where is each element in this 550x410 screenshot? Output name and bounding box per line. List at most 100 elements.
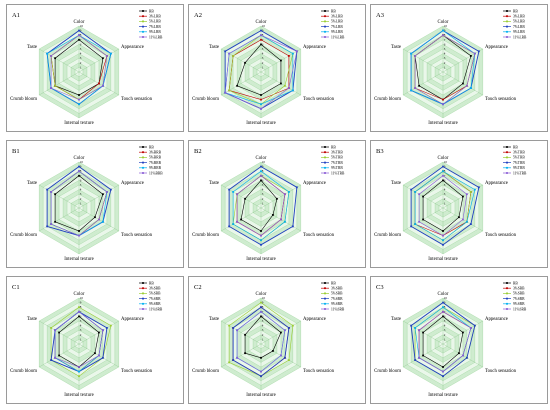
radar-axis-label: Crumb bloom xyxy=(374,233,401,238)
panel-label: C3 xyxy=(376,284,384,291)
legend-swatch-marker xyxy=(506,287,508,290)
radar-point xyxy=(442,370,444,373)
radar-tick-label: 7 xyxy=(444,310,446,314)
legend-entry: 11%SRB xyxy=(331,307,345,311)
radar-point xyxy=(442,174,444,177)
panel-label: B2 xyxy=(194,148,202,155)
radar-point xyxy=(422,195,424,198)
radar-point xyxy=(224,91,227,94)
legend-entry: RB xyxy=(513,145,518,149)
legend-swatch-marker xyxy=(142,36,144,38)
radar-axis-label: Taste xyxy=(391,45,401,50)
legend-entry: 11%BRB xyxy=(149,171,163,175)
radar-point xyxy=(78,366,80,368)
radar-point xyxy=(50,55,53,57)
radar-point xyxy=(469,327,472,329)
radar-point xyxy=(54,356,56,359)
radar-point xyxy=(442,98,444,101)
legend-entry: 5%SRB xyxy=(513,292,525,296)
radar-tick-label: 6 xyxy=(444,178,446,182)
legend-swatch-marker xyxy=(506,25,508,28)
radar-tick-label: 1 xyxy=(444,337,446,341)
legend-swatch-marker xyxy=(142,161,144,164)
radar-point xyxy=(236,220,238,223)
radar-point xyxy=(422,354,424,357)
radar-point xyxy=(105,327,108,329)
legend-entry: 7%LRB xyxy=(331,25,343,29)
radar-panel-b1: 1 2 3 4 5 6 7 8 9 10 Color Appearance Touch sensatio… xyxy=(6,140,184,268)
radar-point xyxy=(295,50,298,53)
radar-point xyxy=(228,89,231,92)
legend-entry: 5%LRB xyxy=(331,20,343,24)
legend-swatch-marker xyxy=(324,282,326,284)
radar-tick-label: 8 xyxy=(80,169,82,173)
radar-point xyxy=(422,331,424,334)
radar-axis-label: Appearance xyxy=(485,317,508,322)
radar-point xyxy=(102,84,104,87)
radar-tick-label: 8 xyxy=(262,169,264,173)
radar-tick-label: 3 xyxy=(262,192,264,196)
radar-tick-label: 5 xyxy=(444,183,446,187)
radar-tick-label: 1 xyxy=(80,65,82,69)
radar-tick-label: 2 xyxy=(80,333,82,337)
legend-swatch-marker xyxy=(506,10,508,12)
radar-point xyxy=(260,107,262,110)
radar-point xyxy=(287,55,290,57)
radar-point xyxy=(473,188,476,191)
legend-entry: 11%TRB xyxy=(331,171,345,175)
legend-entry: 11%SRB xyxy=(149,307,163,311)
radar-point xyxy=(414,327,417,329)
legend-entry: 9%SRB xyxy=(513,302,525,306)
radar-point xyxy=(260,306,262,309)
legend-entry: 5%TRB xyxy=(331,156,343,160)
radar-spoke xyxy=(221,71,262,96)
radar-point xyxy=(442,29,444,32)
radar-panel-a2: 1 2 3 4 5 6 7 8 9 10 Color Appearance Touch sensatio… xyxy=(188,4,366,132)
radar-tick-label: 6 xyxy=(262,314,264,318)
radar-point xyxy=(50,327,53,329)
radar-point xyxy=(291,324,294,327)
radar-point xyxy=(78,98,80,101)
radar-point xyxy=(260,43,262,46)
radar-point xyxy=(260,94,262,96)
radar-point xyxy=(78,38,80,41)
radar-spoke xyxy=(403,71,444,96)
radar-tick-label: 4 xyxy=(80,188,82,192)
radar-tick-label: 1 xyxy=(80,337,82,341)
legend-entry: 11%SRB xyxy=(513,307,527,311)
radar-point xyxy=(260,375,262,378)
radar-point xyxy=(442,243,444,246)
legend-entry: 7%TRB xyxy=(331,161,343,165)
radar-axis-label: Taste xyxy=(391,317,401,322)
radar-point xyxy=(280,59,282,62)
radar-panel-c1: 1 2 3 4 5 6 7 8 9 10 Color Appearance Touch sensatio… xyxy=(6,276,184,404)
legend-entry: RB xyxy=(331,145,336,149)
radar-spoke xyxy=(221,184,262,209)
radar-axis-label: Taste xyxy=(27,181,37,186)
radar-point xyxy=(284,193,286,196)
radar-tick-label: 6 xyxy=(262,42,264,46)
radar-tick-label: 1 xyxy=(262,201,264,205)
legend-swatch-marker xyxy=(506,20,508,23)
radar-point xyxy=(442,315,444,318)
radar-tick-label: 7 xyxy=(444,174,446,178)
radar-point xyxy=(78,234,80,237)
legend-entry: 9%BRB xyxy=(149,166,162,170)
radar-point xyxy=(410,324,413,327)
radar-point xyxy=(442,103,444,106)
radar-tick-label: 2 xyxy=(262,197,264,201)
legend-swatch-marker xyxy=(324,287,326,290)
radar-axis-label: Appearance xyxy=(121,317,144,322)
radar-axis-label: Touch sensation xyxy=(121,233,153,238)
radar-tick-label: 2 xyxy=(80,197,82,201)
legend-swatch-marker xyxy=(506,282,508,284)
radar-point xyxy=(228,361,231,364)
radar-point xyxy=(98,218,100,221)
radar-tick-label: 2 xyxy=(262,61,264,65)
panel-label: B1 xyxy=(12,148,20,155)
legend-swatch-marker xyxy=(324,146,326,148)
radar-point xyxy=(50,191,53,193)
